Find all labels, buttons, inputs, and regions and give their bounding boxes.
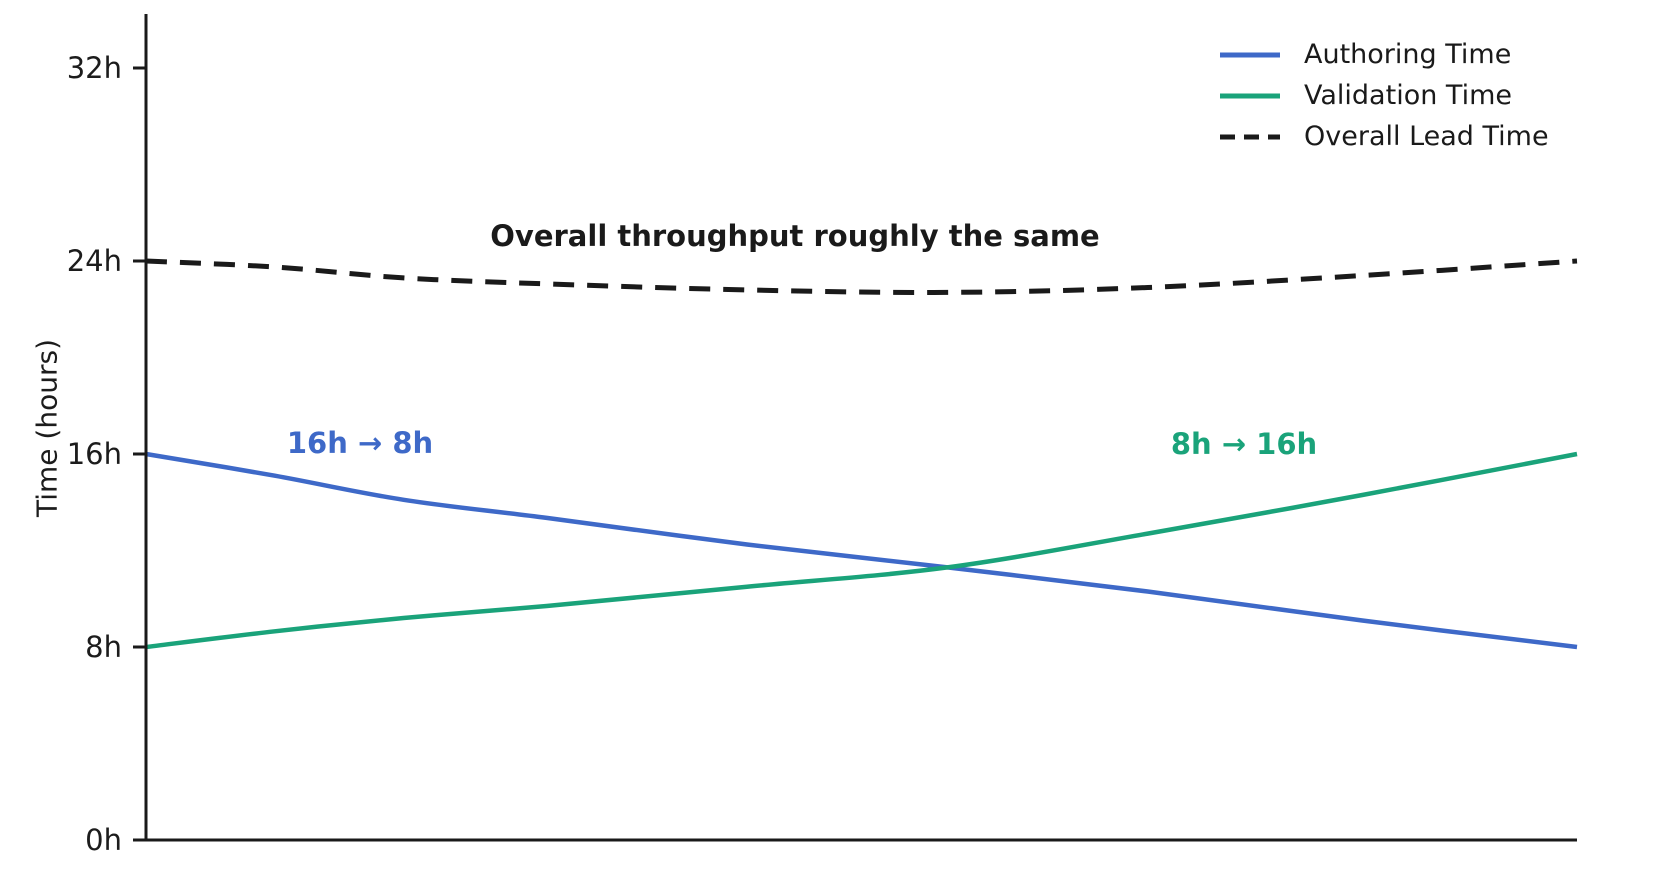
series-line-overall-lead-time bbox=[145, 258, 1578, 295]
series-lines bbox=[145, 258, 1578, 650]
y-tick-label: 0h bbox=[85, 823, 122, 857]
legend-item-overall: Overall Lead Time bbox=[1220, 116, 1549, 157]
series-line-authoring-time bbox=[145, 451, 1578, 650]
y-tick-label: 16h bbox=[67, 437, 122, 471]
legend: Authoring Time Validation Time Overall L… bbox=[1220, 34, 1549, 157]
overall-dashed-swatch bbox=[1220, 134, 1280, 139]
legend-label-authoring: Authoring Time bbox=[1304, 39, 1512, 70]
y-tick-label: 24h bbox=[67, 244, 122, 278]
y-axis-title: Time (hours) bbox=[30, 339, 64, 517]
legend-label-validation: Validation Time bbox=[1304, 80, 1512, 111]
authoring-line-swatch bbox=[1220, 52, 1280, 57]
series-line-validation-time bbox=[145, 451, 1578, 650]
legend-item-validation: Validation Time bbox=[1220, 75, 1549, 116]
annotation-overall-throughput: Overall throughput roughly the same bbox=[490, 219, 1100, 253]
y-tick-label: 8h bbox=[85, 630, 122, 664]
legend-item-authoring: Authoring Time bbox=[1220, 34, 1549, 75]
legend-label-overall: Overall Lead Time bbox=[1304, 121, 1549, 152]
y-tick-marks bbox=[133, 66, 146, 842]
annotation-authoring-change: 16h → 8h bbox=[286, 426, 434, 460]
validation-line-swatch bbox=[1220, 93, 1280, 98]
y-tick-labels: 0h 8h 16h 24h 32h bbox=[67, 51, 122, 857]
y-tick-label: 32h bbox=[67, 51, 122, 85]
annotation-validation-change: 8h → 16h bbox=[1170, 427, 1318, 461]
